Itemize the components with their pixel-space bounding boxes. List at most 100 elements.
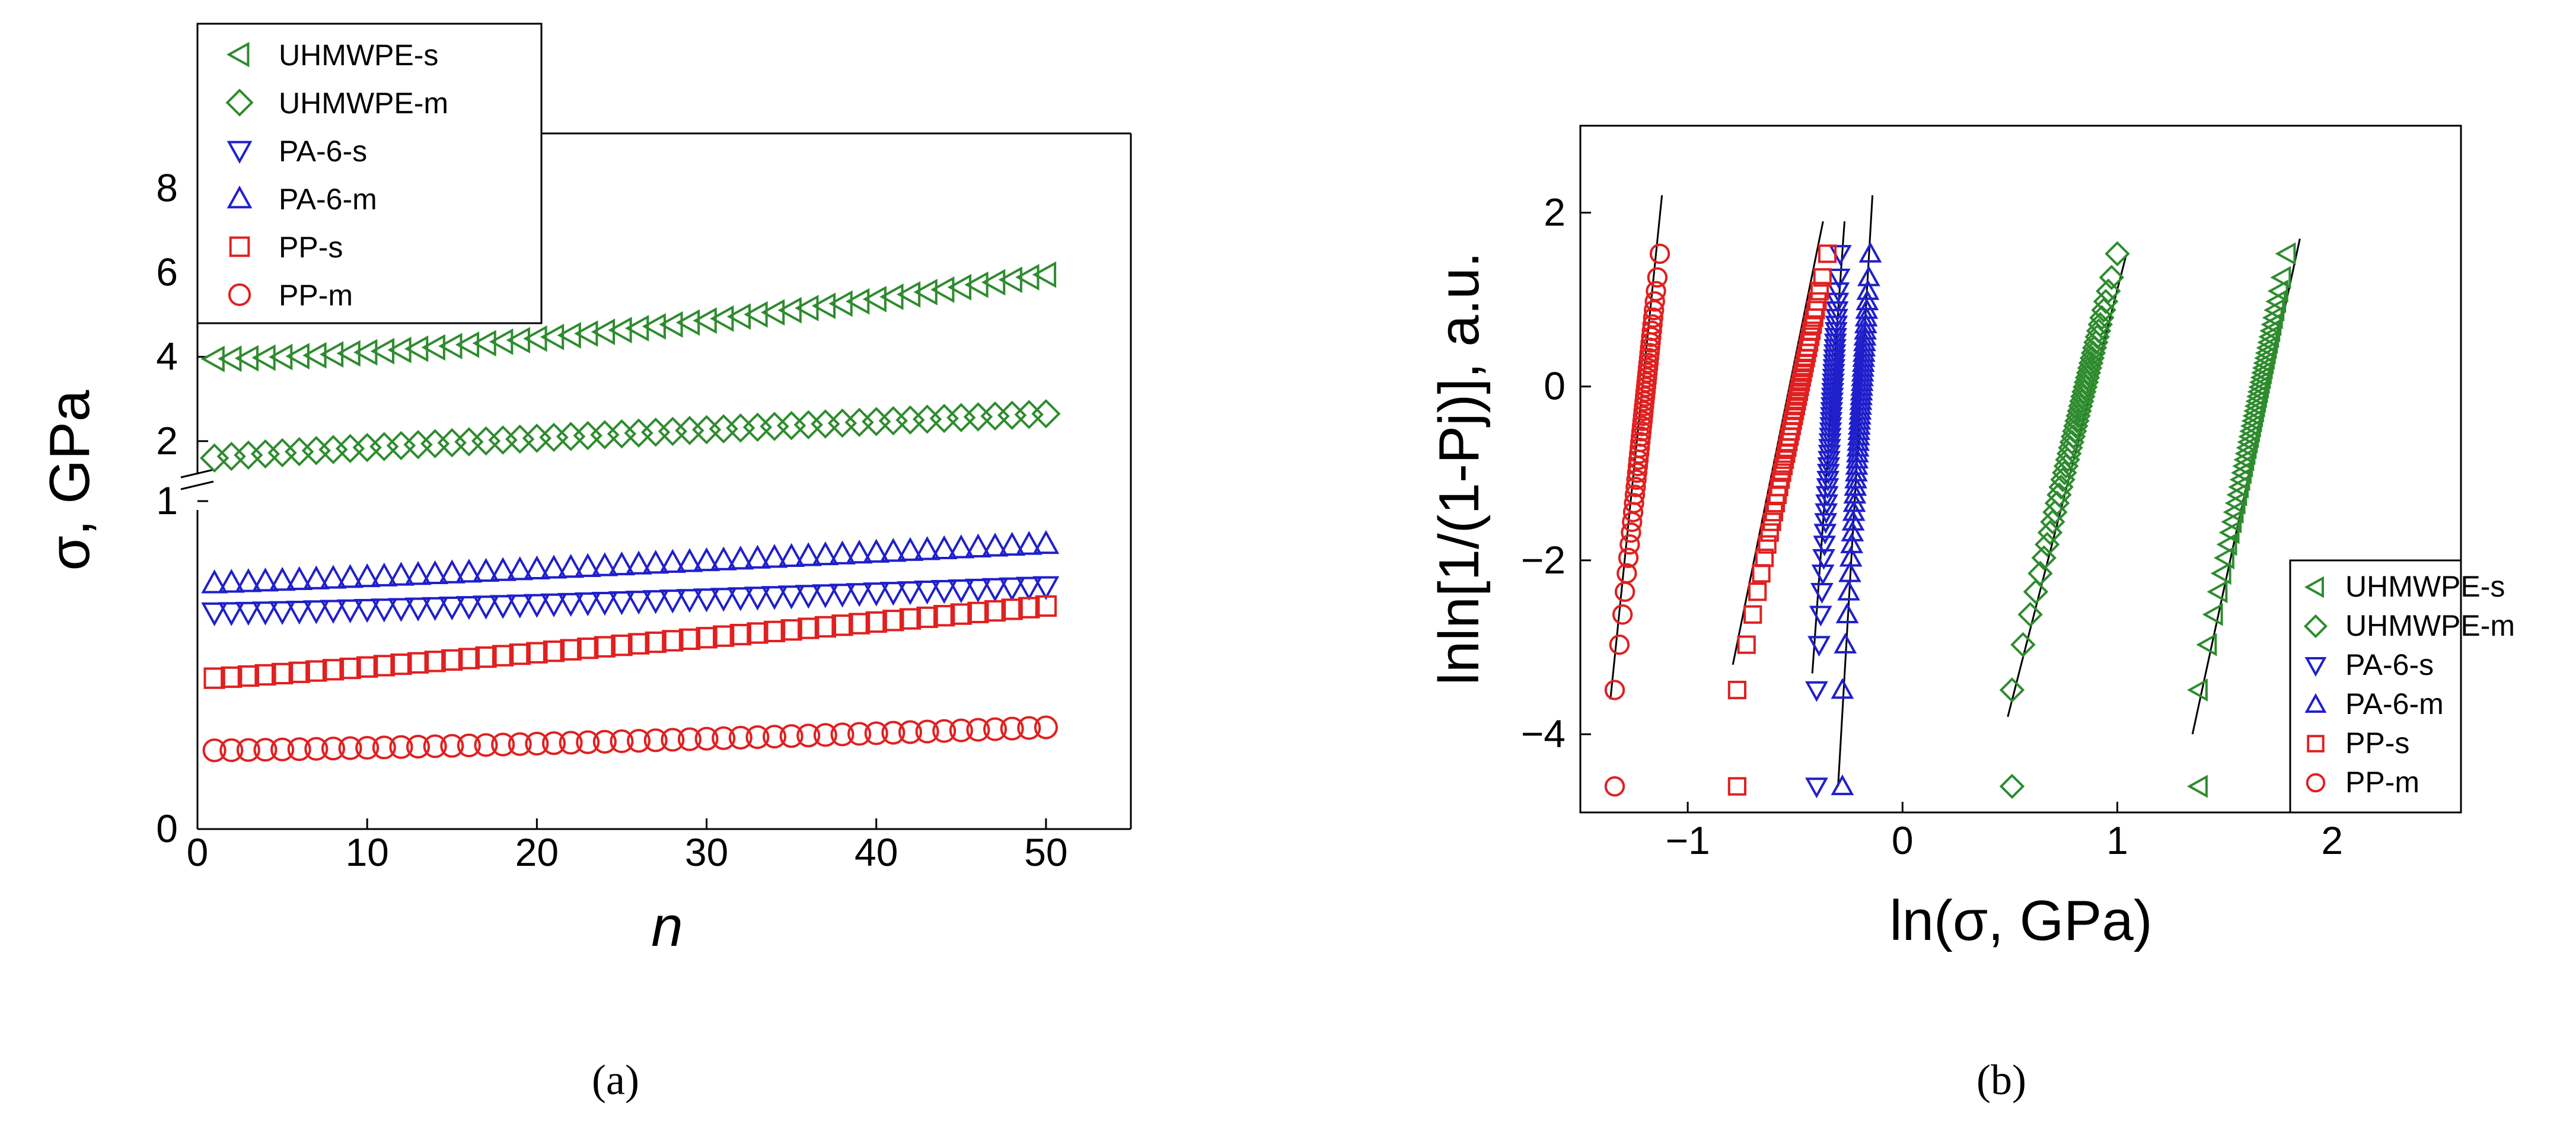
- b-data-point: [1813, 524, 1837, 545]
- a-data-point: [778, 585, 805, 610]
- b-data-point: [2267, 279, 2288, 303]
- b-fit-line-PP-s: [1732, 221, 1824, 665]
- a-data-point: [728, 725, 753, 750]
- a-data-point: [726, 413, 755, 443]
- a-legend: [196, 23, 543, 324]
- b-data-point: [1621, 522, 1641, 543]
- b-x-axis-label: ln(σ, GPa): [1889, 889, 2152, 952]
- a-legend-marker: [225, 88, 254, 117]
- b-data-point: [2096, 278, 2121, 304]
- a-data-point: [356, 656, 378, 678]
- b-legend: [2289, 559, 2462, 814]
- b-data-point: [2187, 774, 2208, 798]
- b-legend-marker: [2306, 773, 2326, 793]
- b-data-point: [1619, 534, 1640, 555]
- a-data-point: [659, 589, 686, 614]
- a-axis-break-mark: [180, 480, 214, 490]
- a-data-point: [744, 544, 771, 569]
- a-data-point: [676, 589, 703, 613]
- a-data-point: [932, 719, 957, 743]
- b-data-point: [1618, 547, 1639, 568]
- b-data-point: [1845, 454, 1869, 475]
- a-data-point: [627, 633, 650, 655]
- a-data-point: [200, 345, 225, 372]
- a-data-point: [659, 549, 686, 573]
- a-data-point: [420, 429, 450, 458]
- b-legend-label: PP-m: [2345, 766, 2419, 799]
- a-data-point: [762, 725, 787, 749]
- a-data-point: [252, 601, 279, 626]
- b-data-point: [1823, 333, 1847, 355]
- b-data-point: [1617, 563, 1637, 584]
- a-data-point: [440, 734, 464, 758]
- a-data-point: [424, 651, 446, 672]
- a-data-point: [404, 561, 432, 585]
- a-data-point: [318, 435, 348, 464]
- b-data-point: [1856, 279, 1880, 300]
- b-data-point: [1848, 404, 1872, 425]
- panel-a-chart: 0 10 20 30 40 50 0 1 2 4 6 8 UHMWPE-s UHMWPE-m PA-6-…: [38, 23, 1132, 1104]
- b-data-point: [2218, 521, 2240, 544]
- a-data-point: [352, 432, 382, 463]
- a-data-point: [933, 605, 955, 627]
- b-data-point: [2048, 474, 2074, 500]
- b-series-UHMWPE-m: [1999, 241, 2130, 799]
- a-data-point: [744, 586, 771, 611]
- a-data-point: [1032, 261, 1057, 288]
- b-data-point: [1852, 346, 1876, 367]
- a-data-point: [624, 418, 653, 448]
- b-data-point: [2213, 546, 2234, 570]
- a-data-point: [863, 582, 890, 607]
- a-data-point: [812, 541, 839, 566]
- b-data-point: [1853, 324, 1877, 346]
- a-data-point: [506, 594, 534, 619]
- b-x-tick-label: −1: [1665, 818, 1710, 862]
- b-data-point: [2105, 241, 2130, 267]
- a-data-point: [813, 723, 837, 747]
- b-data-point: [1649, 243, 1670, 264]
- a-data-point: [541, 731, 566, 756]
- b-data-point: [1824, 328, 1848, 349]
- b-data-point: [1772, 463, 1791, 482]
- a-data-point: [250, 439, 280, 469]
- b-data-point: [1752, 564, 1771, 583]
- b-data-point: [1844, 460, 1868, 482]
- b-data-point: [2265, 289, 2287, 313]
- a-data-point: [1001, 598, 1023, 620]
- a-data-point: [862, 407, 891, 436]
- b-data-point: [1839, 546, 1863, 567]
- a-data-point: [879, 538, 907, 562]
- b-data-point: [1748, 582, 1767, 601]
- a-data-point: [966, 718, 990, 742]
- b-plot-frame: [1579, 125, 2462, 814]
- a-data-point: [389, 735, 413, 759]
- a-data-point: [812, 584, 839, 608]
- b-data-point: [1814, 513, 1838, 534]
- a-data-point: [811, 409, 840, 439]
- b-data-point: [1813, 536, 1837, 557]
- a-data-point: [288, 661, 310, 683]
- a-data-point: [691, 415, 722, 445]
- b-data-point: [1604, 680, 1625, 700]
- b-data-point: [1854, 318, 1877, 340]
- a-data-point: [710, 546, 737, 570]
- a-data-point: [642, 550, 669, 574]
- a-data-point: [912, 404, 942, 434]
- b-data-point: [1841, 509, 1865, 531]
- a-data-point: [508, 732, 532, 756]
- b-legend-label: UHMWPE-m: [2345, 609, 2515, 642]
- b-data-point: [2027, 560, 2053, 586]
- a-series-PP-m: [202, 715, 1058, 763]
- a-data-point: [984, 600, 1006, 622]
- b-data-point: [1624, 493, 1644, 514]
- a-data-point: [847, 722, 872, 746]
- a-data-point: [523, 594, 550, 618]
- b-data-point: [2017, 602, 2043, 627]
- a-data-point: [761, 586, 788, 610]
- a-data-point: [776, 410, 806, 441]
- b-data-point: [2210, 562, 2231, 585]
- a-data-point: [1015, 531, 1042, 555]
- a-data-point: [645, 631, 667, 654]
- b-data-point: [1626, 469, 1647, 490]
